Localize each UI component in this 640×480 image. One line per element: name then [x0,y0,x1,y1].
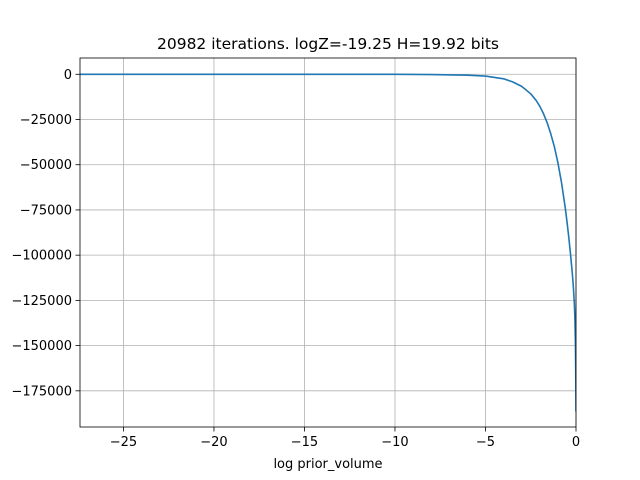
y-tick-label: −100000 [11,249,72,264]
x-tick-label: −25 [110,435,137,450]
y-tick-label: −50000 [20,158,72,173]
chart-title: 20982 iterations. logZ=-19.25 H=19.92 bi… [157,35,499,53]
y-tick-label: −150000 [11,339,72,354]
plot-data [80,73,576,412]
x-tick-label: −5 [476,435,495,450]
axes-frame [79,57,577,428]
x-tick-label: −20 [200,435,227,450]
y-tick-label: −75000 [20,203,72,218]
y-tick-label: −125000 [11,294,72,309]
y-axis-ticks: 0 −25000 −50000 −75000 −100000 −125000 −150000… [11,68,80,399]
x-tick-label: −10 [381,435,408,450]
y-tick-label: 0 [64,68,72,83]
series-line-0 [80,73,576,412]
x-axis-label: log prior_volume [273,457,382,472]
y-tick-label: −25000 [20,113,72,128]
x-tick-label: 0 [572,435,580,450]
y-tick-label: −175000 [11,384,72,399]
x-axis-ticks: −25 −20 −15 −10 −5 0 [110,427,580,450]
x-tick-label: −15 [291,435,318,450]
